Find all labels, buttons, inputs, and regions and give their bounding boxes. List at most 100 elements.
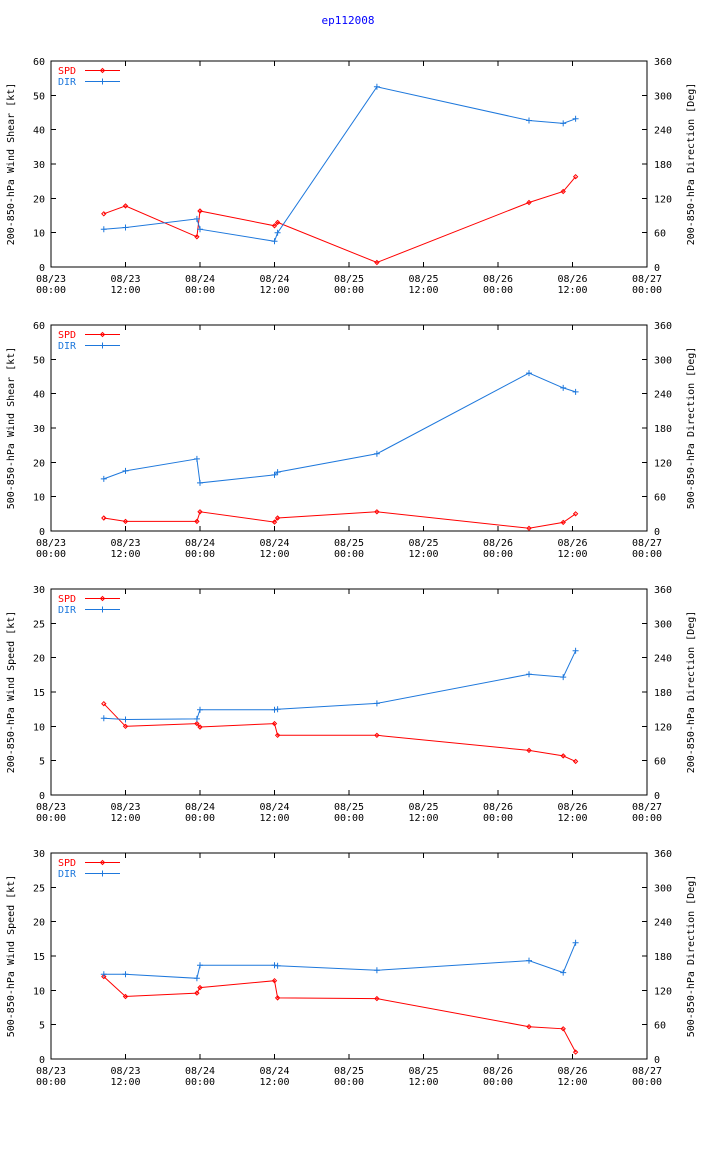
series-line-dir bbox=[103, 942, 577, 979]
plot-frame bbox=[50, 324, 648, 532]
x-tick-time: 00:00 bbox=[632, 1077, 662, 1088]
y-tick-label: 20 bbox=[33, 458, 45, 469]
series-line-spd bbox=[103, 976, 577, 1053]
y2-tick-label: 360 bbox=[654, 849, 672, 860]
dir-point bbox=[197, 706, 203, 713]
y2-tick-label: 60 bbox=[654, 757, 666, 768]
x-tick-date: 08/26 bbox=[483, 802, 513, 813]
x-tick-time: 00:00 bbox=[334, 285, 364, 296]
y-tick-label: 10 bbox=[33, 986, 45, 997]
y2-tick-label: 300 bbox=[654, 619, 672, 630]
y-tick-label: 50 bbox=[33, 91, 45, 102]
spd-point bbox=[197, 724, 203, 730]
spd-point bbox=[101, 515, 107, 521]
chart-panel-1: 010203040506006012018024030036008/2300:0… bbox=[6, 57, 697, 296]
dir-point bbox=[373, 700, 380, 707]
legend-label-spd: SPD bbox=[58, 858, 76, 869]
y2-tick-label: 180 bbox=[654, 160, 672, 171]
x-tick-time: 00:00 bbox=[483, 1077, 513, 1088]
y2-tick-label: 360 bbox=[654, 585, 672, 596]
plot-frame bbox=[50, 588, 648, 796]
y-axis-label: 200-850-hPa Wind Speed [kt] bbox=[6, 611, 17, 774]
x-tick-date: 08/27 bbox=[632, 1066, 662, 1077]
y2-tick-label: 180 bbox=[654, 688, 672, 699]
x-tick-time: 00:00 bbox=[36, 285, 66, 296]
x-tick-time: 00:00 bbox=[632, 549, 662, 560]
y-tick-label: 30 bbox=[33, 424, 45, 435]
spd-point bbox=[560, 753, 566, 759]
dir-point bbox=[197, 479, 203, 486]
x-tick-time: 00:00 bbox=[185, 285, 215, 296]
dir-point bbox=[122, 716, 129, 723]
x-tick-time: 00:00 bbox=[483, 813, 513, 824]
y-tick-label: 10 bbox=[33, 229, 45, 240]
legend-marker-spd bbox=[99, 859, 106, 866]
x-tick-date: 08/23 bbox=[36, 1066, 66, 1077]
y2-tick-label: 300 bbox=[654, 91, 672, 102]
y-tick-label: 40 bbox=[33, 390, 45, 401]
y2-tick-label: 0 bbox=[654, 791, 660, 802]
plot-frame bbox=[50, 60, 648, 268]
dir-point bbox=[193, 455, 200, 462]
y2-tick-label: 240 bbox=[654, 126, 672, 137]
y2-tick-label: 240 bbox=[654, 918, 672, 929]
x-tick-date: 08/27 bbox=[632, 538, 662, 549]
legend-label-dir: DIR bbox=[58, 77, 77, 88]
y2-tick-label: 360 bbox=[654, 321, 672, 332]
spd-point bbox=[374, 995, 380, 1002]
x-tick-time: 12:00 bbox=[259, 813, 289, 824]
x-tick-date: 08/23 bbox=[36, 802, 66, 813]
y-tick-label: 30 bbox=[33, 160, 45, 171]
dir-point bbox=[572, 388, 579, 395]
spd-point bbox=[101, 973, 107, 980]
x-tick-date: 08/25 bbox=[334, 1066, 364, 1077]
x-tick-time: 12:00 bbox=[259, 1077, 289, 1088]
dir-point bbox=[100, 475, 107, 482]
dir-point bbox=[572, 115, 579, 122]
spd-point bbox=[271, 223, 278, 229]
x-tick-date: 08/25 bbox=[408, 274, 438, 285]
y-tick-label: 20 bbox=[33, 194, 45, 205]
spd-point bbox=[197, 509, 203, 515]
x-tick-time: 12:00 bbox=[259, 285, 289, 296]
x-tick-date: 08/25 bbox=[334, 538, 364, 549]
spd-point bbox=[526, 199, 532, 206]
spd-point bbox=[374, 732, 380, 739]
dir-point bbox=[122, 971, 129, 978]
x-tick-date: 08/24 bbox=[185, 538, 215, 549]
y2-tick-label: 240 bbox=[654, 654, 672, 665]
y2-tick-label: 60 bbox=[654, 229, 666, 240]
x-tick-date: 08/25 bbox=[408, 802, 438, 813]
y2-tick-label: 240 bbox=[654, 390, 672, 401]
y-tick-label: 30 bbox=[33, 849, 45, 860]
legend-label-dir: DIR bbox=[58, 341, 77, 352]
y2-tick-label: 300 bbox=[654, 355, 672, 366]
x-tick-time: 00:00 bbox=[36, 549, 66, 560]
x-tick-time: 00:00 bbox=[36, 1077, 66, 1088]
dir-point bbox=[526, 117, 532, 124]
x-tick-date: 08/26 bbox=[557, 802, 587, 813]
x-tick-date: 08/23 bbox=[36, 538, 66, 549]
dir-point bbox=[373, 967, 380, 974]
y2-tick-label: 360 bbox=[654, 57, 672, 68]
dir-point bbox=[274, 469, 281, 476]
x-tick-date: 08/25 bbox=[334, 802, 364, 813]
x-tick-time: 00:00 bbox=[483, 285, 513, 296]
spd-point bbox=[374, 509, 380, 515]
y-tick-label: 60 bbox=[33, 57, 45, 68]
spd-point bbox=[374, 259, 380, 266]
spd-point bbox=[274, 515, 281, 521]
x-tick-time: 12:00 bbox=[110, 813, 140, 824]
dir-point bbox=[100, 226, 107, 233]
x-tick-time: 00:00 bbox=[36, 813, 66, 824]
x-tick-time: 00:00 bbox=[632, 285, 662, 296]
x-tick-date: 08/24 bbox=[185, 802, 215, 813]
spd-point bbox=[122, 203, 129, 209]
spd-point bbox=[122, 723, 129, 730]
x-tick-time: 12:00 bbox=[110, 1077, 140, 1088]
x-tick-date: 08/23 bbox=[110, 274, 140, 285]
x-tick-time: 12:00 bbox=[557, 549, 587, 560]
series-line-spd bbox=[103, 703, 576, 762]
x-tick-date: 08/24 bbox=[185, 274, 215, 285]
